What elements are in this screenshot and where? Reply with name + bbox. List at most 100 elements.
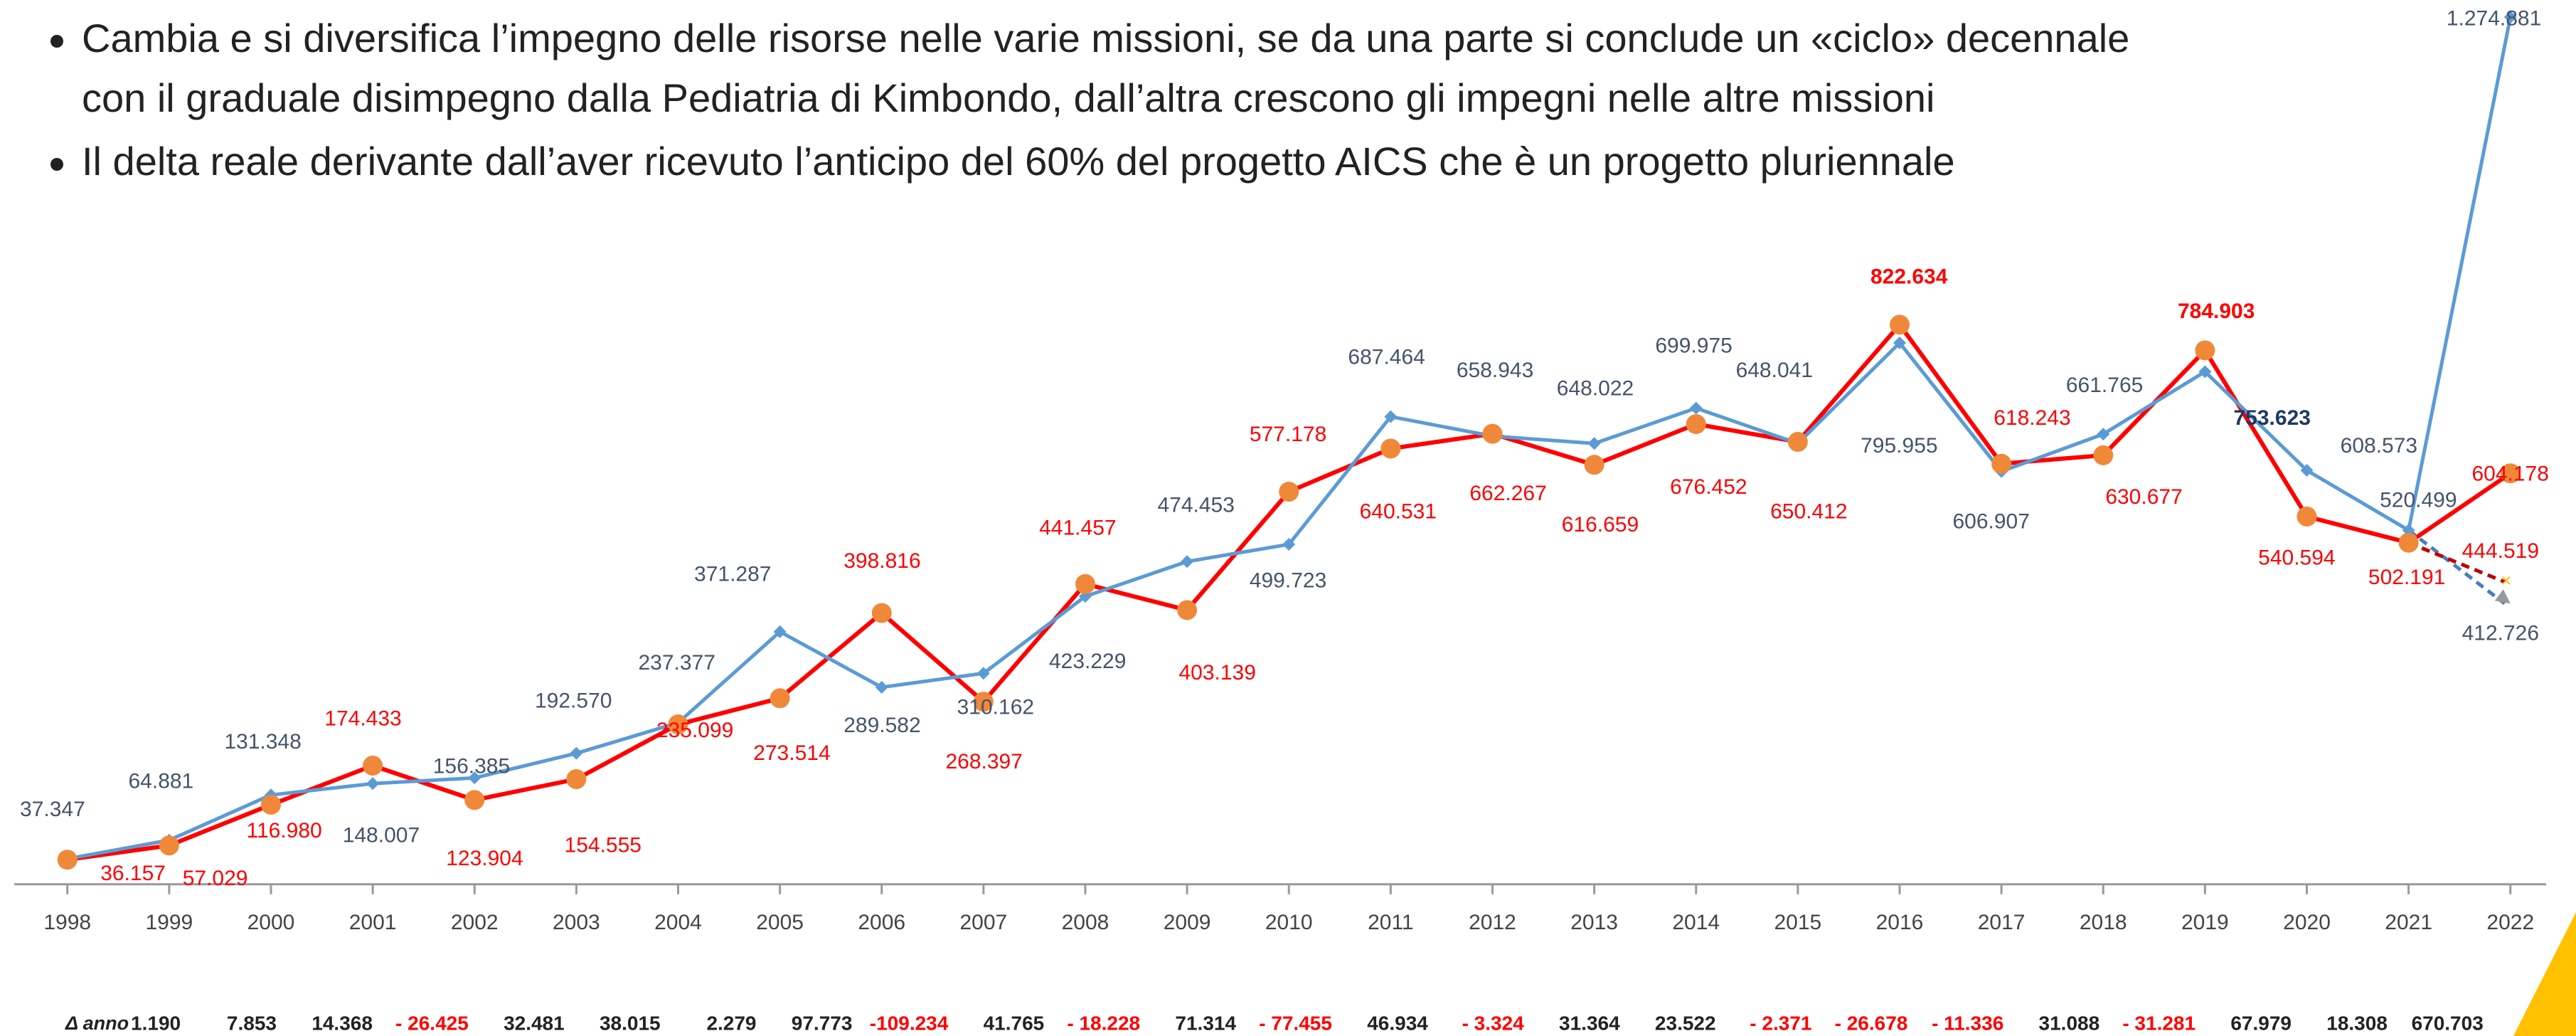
data-label: 64.881 — [128, 769, 193, 793]
delta-value: 31.088 — [2039, 1012, 2100, 1034]
point — [1380, 438, 1401, 459]
delta-value: 31.364 — [1559, 1012, 1620, 1034]
data-label: 699.975 — [1655, 334, 1732, 357]
point — [973, 692, 994, 712]
delta-value: 41.765 — [984, 1012, 1045, 1034]
point — [2398, 532, 2419, 553]
point — [770, 688, 790, 709]
data-label: 289.582 — [843, 714, 920, 737]
delta-value: - 26.678 — [1835, 1012, 1908, 1034]
data-label: 502.191 — [2368, 566, 2445, 589]
projection-marker: × — [2501, 570, 2511, 591]
data-label: 784.903 — [2178, 300, 2255, 323]
data-label: 116.980 — [247, 819, 322, 842]
data-label: 640.531 — [1360, 500, 1437, 524]
delta-value: 18.308 — [2326, 1012, 2388, 1034]
x-tick-label: 2005 — [756, 911, 804, 934]
x-tick-label: 2012 — [1469, 911, 1516, 934]
point — [1282, 538, 1296, 551]
data-label: 36.157 — [100, 862, 166, 885]
data-label: 1.274.881 — [2447, 7, 2541, 31]
data-label: 131.348 — [224, 730, 301, 754]
x-tick-label: 2006 — [858, 911, 905, 934]
delta-value: - 3.324 — [1462, 1012, 1525, 1034]
data-label: 616.659 — [1562, 513, 1639, 536]
point — [1584, 455, 1604, 475]
point — [875, 680, 888, 694]
delta-value: - 11.336 — [1932, 1012, 2003, 1034]
x-tick-label: 2009 — [1164, 911, 1211, 934]
point — [1075, 574, 1095, 594]
x-tick-label: 2010 — [1265, 911, 1313, 934]
projection-label: 444.519 — [2462, 539, 2539, 563]
delta-value: 7.853 — [227, 1012, 277, 1034]
data-label: 753.623 — [2234, 406, 2311, 430]
x-tick-label: 2000 — [248, 911, 295, 934]
delta-value: 14.368 — [312, 1012, 373, 1034]
point — [2198, 365, 2212, 379]
x-tick-label: 2018 — [2080, 911, 2127, 934]
x-tick-label: 2019 — [2181, 911, 2229, 934]
x-tick-label: 2022 — [2486, 911, 2534, 934]
delta-value: 97.773 — [792, 1012, 853, 1034]
data-label: 123.904 — [446, 847, 523, 870]
delta-value: - 31.281 — [2122, 1012, 2196, 1034]
delta-value: -109.234 — [870, 1012, 949, 1034]
point — [2093, 445, 2114, 465]
point — [570, 746, 583, 760]
projection-arrow — [2494, 589, 2511, 604]
x-tick-label: 2016 — [1876, 911, 1924, 934]
projection-line — [2407, 529, 2506, 606]
point — [366, 777, 380, 791]
delta-value: 32.481 — [504, 1012, 565, 1034]
data-label: 398.816 — [843, 549, 920, 573]
data-label: 648.022 — [1557, 376, 1634, 400]
point — [1890, 314, 1910, 335]
projection-line — [2407, 541, 2506, 584]
delta-value: 38.015 — [600, 1012, 661, 1034]
point — [1482, 423, 1503, 444]
point — [2296, 506, 2317, 527]
delta-value: 46.934 — [1367, 1012, 1428, 1034]
x-tick-label: 2004 — [654, 911, 702, 934]
data-label: 604.178 — [2471, 462, 2548, 486]
bullet-dot — [50, 158, 63, 171]
x-tick-label: 2015 — [1774, 911, 1822, 934]
data-label: 268.397 — [945, 750, 1022, 773]
delta-value: 67.979 — [2230, 1012, 2292, 1034]
data-label: 540.594 — [2258, 546, 2335, 569]
delta-value: 23.522 — [1655, 1012, 1716, 1034]
data-label: 520.499 — [2380, 488, 2457, 512]
data-label: 662.267 — [1469, 482, 1546, 505]
data-label: 148.007 — [343, 824, 420, 847]
data-label: 192.570 — [535, 689, 612, 712]
delta-value: - 2.371 — [1750, 1012, 1811, 1034]
data-label: 57.029 — [183, 867, 248, 890]
data-label: 499.723 — [1250, 569, 1326, 593]
x-tick-label: 2003 — [553, 911, 600, 934]
delta-value: - 77.455 — [1259, 1012, 1332, 1034]
point — [1384, 410, 1398, 423]
point — [1686, 414, 1706, 435]
x-tick-label: 1998 — [43, 911, 91, 934]
point — [1181, 555, 1194, 569]
delta-value: 1.190 — [131, 1012, 181, 1034]
data-label: 37.347 — [20, 798, 85, 821]
delta-value: - 18.228 — [1067, 1012, 1140, 1034]
data-label: 174.433 — [324, 707, 401, 731]
delta-value: - 26.425 — [395, 1012, 469, 1034]
point — [2195, 340, 2215, 361]
data-label: 273.514 — [753, 741, 830, 765]
bullet-dot — [50, 35, 63, 48]
data-label: 650.412 — [1770, 500, 1847, 524]
point — [1689, 401, 1703, 415]
data-label: 648.041 — [1736, 359, 1813, 382]
data-label: 403.139 — [1178, 661, 1255, 684]
data-label: 618.243 — [1994, 406, 2070, 430]
data-label: 795.955 — [1861, 434, 1937, 458]
data-label: 676.452 — [1670, 475, 1747, 499]
x-tick-label: 2017 — [1978, 911, 2026, 934]
x-tick-label: 2002 — [451, 911, 499, 934]
